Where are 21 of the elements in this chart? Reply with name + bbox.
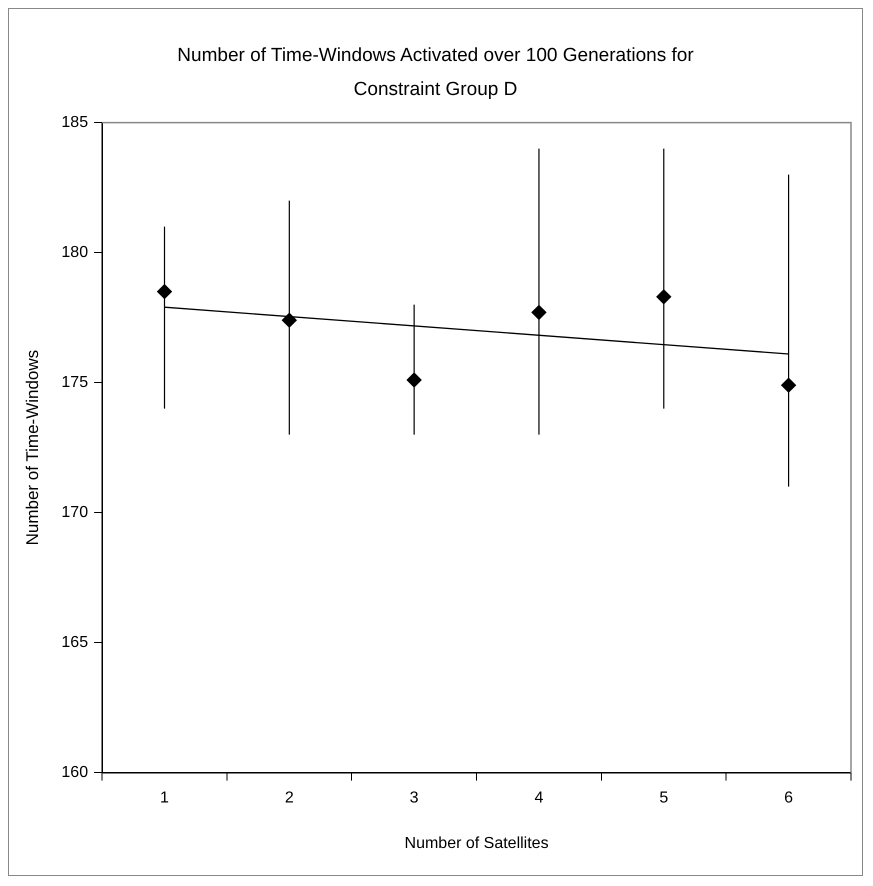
point bbox=[781, 378, 796, 393]
point bbox=[282, 312, 297, 328]
chart-title: Number of Time-Windows Activated over 100 Generations for Constraint Group D bbox=[176, 44, 695, 102]
x-tick-label: 5 bbox=[659, 790, 668, 807]
point bbox=[656, 289, 672, 304]
y-tick-label: 185 bbox=[61, 114, 88, 132]
y-axis-title: Number of Time-Windows bbox=[22, 350, 42, 546]
x-tick-label: 1 bbox=[160, 790, 170, 807]
x-axis-title: Number of Satellites bbox=[404, 834, 549, 852]
y-tick-label: 165 bbox=[61, 634, 88, 652]
y-tick-label: 180 bbox=[61, 244, 88, 262]
x-tick-label: 3 bbox=[410, 790, 419, 807]
point bbox=[406, 372, 422, 388]
x-tick-label: 4 bbox=[534, 790, 544, 807]
x-tick-label: 6 bbox=[784, 790, 794, 807]
y-tick-label: 175 bbox=[61, 374, 88, 392]
point bbox=[157, 284, 172, 300]
y-tick-label: 160 bbox=[61, 764, 88, 782]
y-tick-label: 170 bbox=[61, 504, 88, 522]
point bbox=[531, 304, 546, 320]
x-tick-label: 2 bbox=[284, 790, 294, 807]
